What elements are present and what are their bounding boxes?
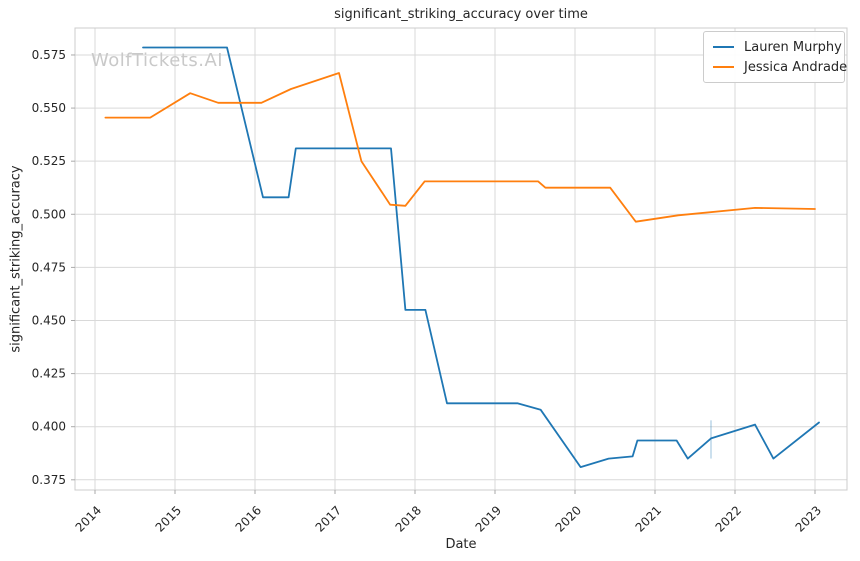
x-tick-label-2019: 2019 (473, 503, 504, 534)
x-tick-label-2020: 2020 (553, 503, 584, 534)
legend-swatch-lauren-murphy (713, 46, 734, 48)
y-tick-label-0.575: 0.575 (32, 48, 66, 62)
legend-item-jessica-andrade: Jessica Andrade (713, 57, 847, 77)
series-line-jessica-andrade (104, 72, 816, 223)
y-tick-label-0.550: 0.550 (32, 101, 66, 115)
legend-label-jessica-andrade: Jessica Andrade (744, 59, 848, 75)
x-tick-label-2023: 2023 (793, 503, 824, 534)
y-tick-label-0.375: 0.375 (32, 473, 66, 487)
x-tick-label-2016: 2016 (233, 503, 264, 534)
y-tick-label-0.475: 0.475 (32, 260, 66, 274)
y-axis-label: significant_striking_accuracy (8, 165, 24, 353)
x-tick-label-2015: 2015 (153, 503, 184, 534)
chart-title: significant_striking_accuracy over time (334, 7, 588, 22)
x-tick-label-2018: 2018 (393, 503, 424, 534)
x-tick-label-2017: 2017 (313, 503, 344, 534)
x-tick-label-2021: 2021 (633, 503, 664, 534)
x-axis-label: Date (445, 537, 477, 552)
y-tick-label-0.450: 0.450 (32, 313, 66, 327)
y-tick-label-0.425: 0.425 (32, 367, 66, 381)
x-tick-label-2022: 2022 (713, 503, 744, 534)
y-tick-label-0.525: 0.525 (32, 154, 66, 168)
watermark: WolfTickets.AI (91, 50, 224, 71)
legend-swatch-jessica-andrade (713, 66, 734, 68)
series-line-lauren-murphy (142, 46, 820, 469)
y-tick-label-0.400: 0.400 (32, 420, 66, 434)
plot-border (74, 27, 848, 491)
x-tick-label-2014: 2014 (73, 503, 104, 534)
legend-label-lauren-murphy: Lauren Murphy (744, 39, 842, 55)
y-tick-label-0.500: 0.500 (32, 207, 66, 221)
legend-item-lauren-murphy: Lauren Murphy (713, 37, 842, 57)
legend: Lauren Murphy Jessica Andrade (703, 31, 847, 83)
